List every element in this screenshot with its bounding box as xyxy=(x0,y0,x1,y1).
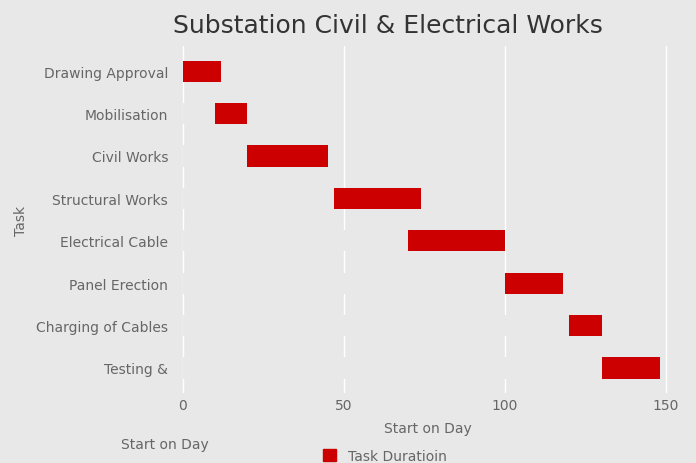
Bar xyxy=(505,273,563,294)
X-axis label: Start on Day: Start on Day xyxy=(383,421,471,435)
Text: Start on Day: Start on Day xyxy=(121,438,209,451)
Bar xyxy=(183,62,221,82)
Y-axis label: Task: Task xyxy=(14,205,28,235)
Bar xyxy=(247,146,328,167)
Bar xyxy=(183,231,409,252)
Bar xyxy=(409,231,505,252)
Bar xyxy=(183,146,247,167)
Bar xyxy=(183,357,601,379)
Bar xyxy=(601,357,660,379)
Bar xyxy=(183,188,334,210)
Bar xyxy=(215,104,247,125)
Bar xyxy=(334,188,421,210)
Bar xyxy=(183,273,505,294)
Text: Substation Civil & Electrical Works: Substation Civil & Electrical Works xyxy=(173,14,603,38)
Bar xyxy=(569,315,601,337)
Legend: Task Duratioin: Task Duratioin xyxy=(322,449,446,463)
Bar xyxy=(183,104,215,125)
Bar xyxy=(183,315,569,337)
